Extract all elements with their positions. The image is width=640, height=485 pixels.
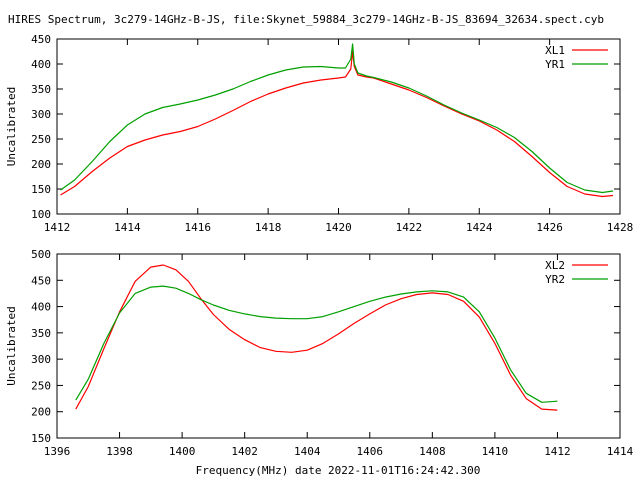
lower-spectrum-panel: 1396 1398 1400 1402 1404 1406 1408 1410 1412 1414… bbox=[5, 248, 634, 458]
y-axis-label: Uncalibrated bbox=[5, 87, 18, 166]
x-axis-label: Frequency(MHz) date 2022-11-01T16:24:42.… bbox=[196, 464, 481, 477]
x-tick-label: 1414 bbox=[607, 445, 634, 458]
upper-spectrum-panel: 1412 1414 1416 1418 1420 1422 1424 1426 1428 100 1… bbox=[5, 33, 633, 234]
x-tick-label: 1412 bbox=[544, 445, 571, 458]
y-tick-label: 400 bbox=[31, 301, 51, 314]
x-tick-label: 1424 bbox=[466, 221, 493, 234]
x-tick-label: 1402 bbox=[231, 445, 258, 458]
legend-label: YR1 bbox=[545, 58, 565, 71]
y-tick-label: 250 bbox=[31, 133, 51, 146]
x-tick-label: 1428 bbox=[607, 221, 634, 234]
plot-frame bbox=[56, 38, 621, 215]
y-tick-label: 300 bbox=[31, 108, 51, 121]
series-line-xl1 bbox=[60, 50, 614, 198]
y-tick-label: 150 bbox=[31, 183, 51, 196]
y-tick-label: 150 bbox=[31, 432, 51, 445]
y-tick-label: 200 bbox=[31, 158, 51, 171]
x-tick-label: 1418 bbox=[255, 221, 282, 234]
x-tick-label: 1408 bbox=[419, 445, 446, 458]
y-tick-label: 100 bbox=[31, 208, 51, 221]
y-tick-label: 300 bbox=[31, 353, 51, 366]
x-tick-label: 1422 bbox=[396, 221, 423, 234]
legend-label: XL1 bbox=[545, 44, 565, 57]
y-tick-label: 400 bbox=[31, 58, 51, 71]
series-line-yr1 bbox=[60, 43, 614, 194]
series-line-xl2 bbox=[75, 264, 558, 411]
y-axis-label: Uncalibrated bbox=[5, 306, 18, 385]
x-tick-label: 1410 bbox=[482, 445, 509, 458]
y-tick-label: 450 bbox=[31, 274, 51, 287]
y-tick-label: 450 bbox=[31, 33, 51, 46]
legend-label: XL2 bbox=[545, 259, 565, 272]
y-tick-label: 250 bbox=[31, 379, 51, 392]
x-tick-label: 1396 bbox=[44, 445, 71, 458]
x-tick-label: 1398 bbox=[106, 445, 133, 458]
x-tick-label: 1426 bbox=[536, 221, 563, 234]
x-tick-label: 1420 bbox=[325, 221, 352, 234]
y-tick-label: 350 bbox=[31, 327, 51, 340]
y-tick-label: 350 bbox=[31, 83, 51, 96]
x-tick-label: 1414 bbox=[114, 221, 141, 234]
chart-title: HIRES Spectrum, 3c279-14GHz-B-JS, file:S… bbox=[8, 13, 604, 26]
x-tick-label: 1400 bbox=[169, 445, 196, 458]
x-tick-label: 1416 bbox=[185, 221, 212, 234]
series-line-yr2 bbox=[75, 285, 558, 403]
legend-label: YR2 bbox=[545, 273, 565, 286]
x-tick-label: 1406 bbox=[357, 445, 384, 458]
y-tick-label: 500 bbox=[31, 248, 51, 261]
x-tick-label: 1404 bbox=[294, 445, 321, 458]
plot-frame bbox=[56, 253, 621, 439]
x-tick-label: 1412 bbox=[44, 221, 71, 234]
y-tick-label: 200 bbox=[31, 406, 51, 419]
